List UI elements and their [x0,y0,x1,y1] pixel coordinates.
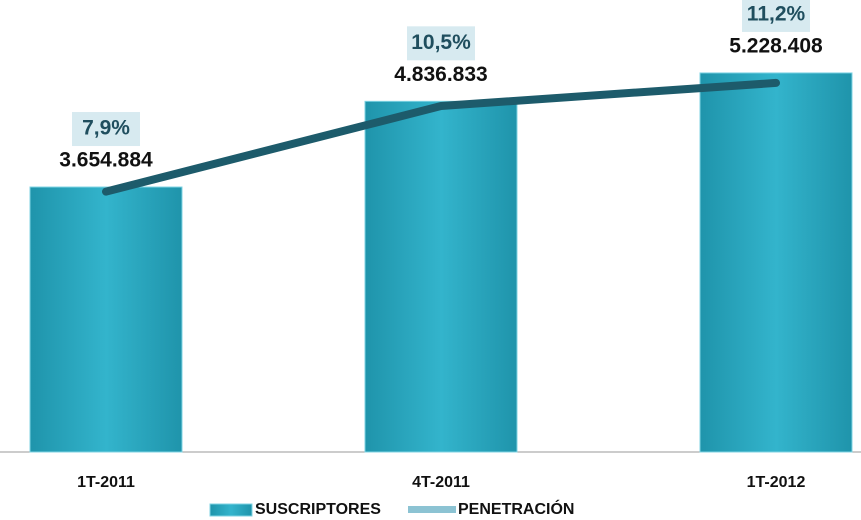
label-box [407,26,475,61]
data-label: 4.836.833 [394,63,487,86]
legend-label: PENETRACIÓN [458,499,574,518]
legend-swatch [408,506,456,513]
data-label: 10,5% [411,31,471,54]
data-label: 3.654.884 [59,149,153,172]
x-tick-label: 4T-2011 [412,474,470,491]
label-box [742,0,810,32]
legend-label: SUSCRIPTORES [255,501,381,518]
x-tick-label: 1T-2011 [77,474,135,491]
bar [364,100,518,453]
line [102,78,780,196]
bar [699,72,853,453]
data-label: 11,2% [747,2,806,25]
data-label: 7,9% [82,117,130,140]
label-box [72,112,140,147]
legend-swatch [209,503,253,517]
x-tick-label: 1T-2012 [747,474,806,491]
data-label: 5.228.408 [729,34,823,57]
bar [29,186,183,453]
